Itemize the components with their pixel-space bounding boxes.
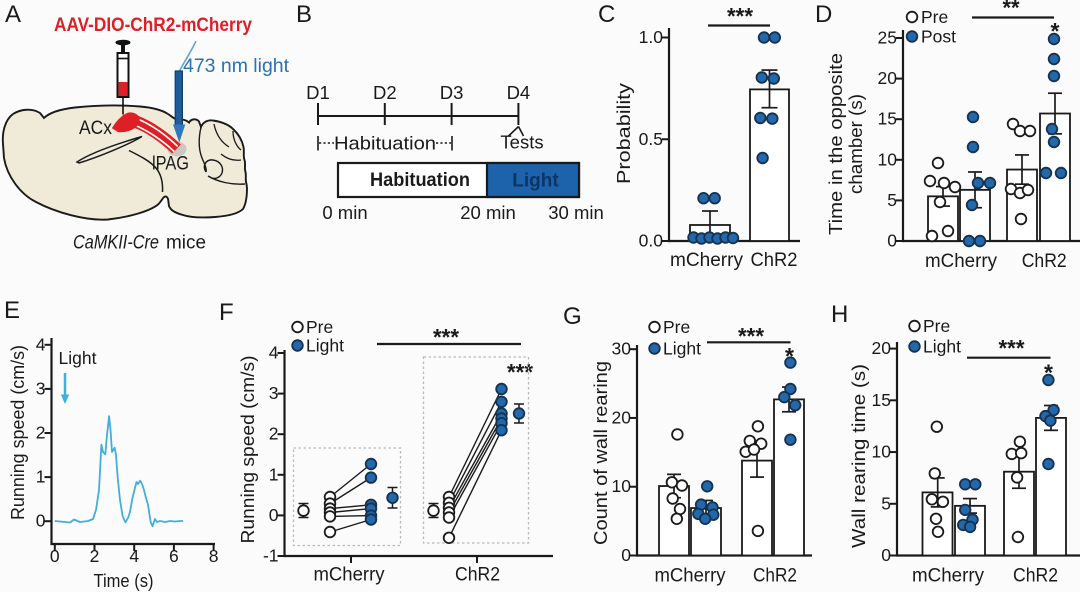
svg-text:mCherry: mCherry xyxy=(925,251,997,272)
svg-text:A: A xyxy=(5,1,21,28)
svg-text:ChR2: ChR2 xyxy=(1022,251,1067,272)
svg-text:4: 4 xyxy=(269,343,279,363)
svg-text:15: 15 xyxy=(872,390,891,410)
svg-text:D1: D1 xyxy=(306,82,330,103)
svg-text:2: 2 xyxy=(36,423,46,443)
svg-text:Light: Light xyxy=(59,348,97,368)
svg-text:C: C xyxy=(598,1,615,28)
svg-text:D3: D3 xyxy=(440,82,464,103)
svg-text:30: 30 xyxy=(612,339,632,359)
svg-text:Time (s): Time (s) xyxy=(94,570,154,591)
svg-text:30 min: 30 min xyxy=(548,202,604,223)
svg-text:Light: Light xyxy=(923,337,961,357)
svg-text:Pre: Pre xyxy=(663,317,690,337)
svg-text:Pre: Pre xyxy=(921,7,948,27)
svg-text:0: 0 xyxy=(50,546,60,566)
svg-text:Count of wall rearing: Count of wall rearing xyxy=(590,361,611,545)
svg-text:Wall rearing time (s): Wall rearing time (s) xyxy=(848,364,869,548)
svg-text:mCherry: mCherry xyxy=(314,565,385,586)
svg-text:Light: Light xyxy=(512,171,559,192)
svg-text:H: H xyxy=(831,301,848,328)
svg-text:mCherry: mCherry xyxy=(912,566,984,587)
svg-text:Pre: Pre xyxy=(923,316,950,336)
svg-text:10: 10 xyxy=(612,476,632,496)
svg-text:1.0: 1.0 xyxy=(639,27,664,47)
svg-text:0.5: 0.5 xyxy=(639,129,663,149)
svg-text:25: 25 xyxy=(878,28,897,48)
svg-text:10: 10 xyxy=(878,149,898,169)
svg-text:0: 0 xyxy=(881,545,891,565)
svg-text:Pre: Pre xyxy=(306,317,333,337)
svg-text:Post: Post xyxy=(921,27,956,47)
svg-text:0 min: 0 min xyxy=(322,202,367,223)
svg-text:15: 15 xyxy=(878,109,897,129)
svg-text:ChR2: ChR2 xyxy=(455,565,500,586)
svg-text:*: * xyxy=(785,343,794,369)
svg-text:ChR2: ChR2 xyxy=(753,566,797,587)
svg-text:473 nm light: 473 nm light xyxy=(183,56,290,77)
svg-text:4: 4 xyxy=(129,546,139,566)
svg-text:G: G xyxy=(563,303,582,330)
svg-text:0: 0 xyxy=(621,545,631,565)
svg-text:0: 0 xyxy=(36,511,46,531)
svg-text:mCherry: mCherry xyxy=(655,566,726,587)
svg-text:Time in the opposite: Time in the opposite xyxy=(825,53,846,235)
svg-text:2: 2 xyxy=(269,424,279,444)
svg-text:Probability: Probability xyxy=(613,82,634,184)
svg-text:***: *** xyxy=(738,323,764,349)
svg-text:ChR2: ChR2 xyxy=(1013,566,1058,587)
svg-text:Habituation: Habituation xyxy=(334,133,436,154)
svg-text:*: * xyxy=(1044,360,1053,386)
svg-text:ACx: ACx xyxy=(79,117,112,139)
svg-text:1: 1 xyxy=(36,467,46,487)
svg-text:AAV-DIO-ChR2-mCherry: AAV-DIO-ChR2-mCherry xyxy=(54,15,252,36)
svg-text:20: 20 xyxy=(878,68,898,88)
svg-text:3: 3 xyxy=(36,378,46,398)
svg-text:0.0: 0.0 xyxy=(639,231,664,251)
svg-text:***: *** xyxy=(433,324,459,350)
svg-text:8: 8 xyxy=(209,546,219,566)
svg-text:6: 6 xyxy=(169,546,179,566)
svg-text:20 min: 20 min xyxy=(460,202,516,223)
svg-text:5: 5 xyxy=(881,493,891,513)
svg-text:1: 1 xyxy=(269,464,279,484)
svg-text:10: 10 xyxy=(872,442,892,462)
svg-text:Running speed (cm/s): Running speed (cm/s) xyxy=(7,345,28,520)
svg-text:-1: -1 xyxy=(263,546,279,566)
svg-text:5: 5 xyxy=(887,190,897,210)
svg-text:20: 20 xyxy=(612,407,632,427)
svg-text:lPAG: lPAG xyxy=(152,153,189,175)
svg-text:chamber (s): chamber (s) xyxy=(845,94,866,194)
svg-text:ChR2: ChR2 xyxy=(751,250,798,271)
svg-text:Tests: Tests xyxy=(500,132,543,153)
svg-text:3: 3 xyxy=(269,383,279,403)
svg-text:4: 4 xyxy=(36,334,46,354)
svg-text:***: *** xyxy=(999,335,1025,361)
svg-text:B: B xyxy=(296,1,312,28)
svg-text:Light: Light xyxy=(306,336,344,356)
svg-text:Habituation: Habituation xyxy=(370,170,470,191)
svg-text:D2: D2 xyxy=(373,82,397,103)
svg-text:Light: Light xyxy=(663,339,701,359)
svg-text:0: 0 xyxy=(887,231,897,251)
svg-text:E: E xyxy=(4,297,20,324)
svg-text:mCherry: mCherry xyxy=(670,250,743,271)
svg-text:**: ** xyxy=(1003,0,1020,21)
svg-text:F: F xyxy=(219,299,234,326)
svg-text:*: * xyxy=(1051,18,1060,44)
svg-text:Running speed (cm/s): Running speed (cm/s) xyxy=(237,356,258,544)
svg-text:D4: D4 xyxy=(507,82,531,103)
svg-text:20: 20 xyxy=(872,338,892,358)
svg-text:2: 2 xyxy=(90,546,100,566)
svg-text:D: D xyxy=(815,1,832,28)
svg-text:0: 0 xyxy=(269,505,279,525)
svg-text:***: *** xyxy=(727,3,753,29)
